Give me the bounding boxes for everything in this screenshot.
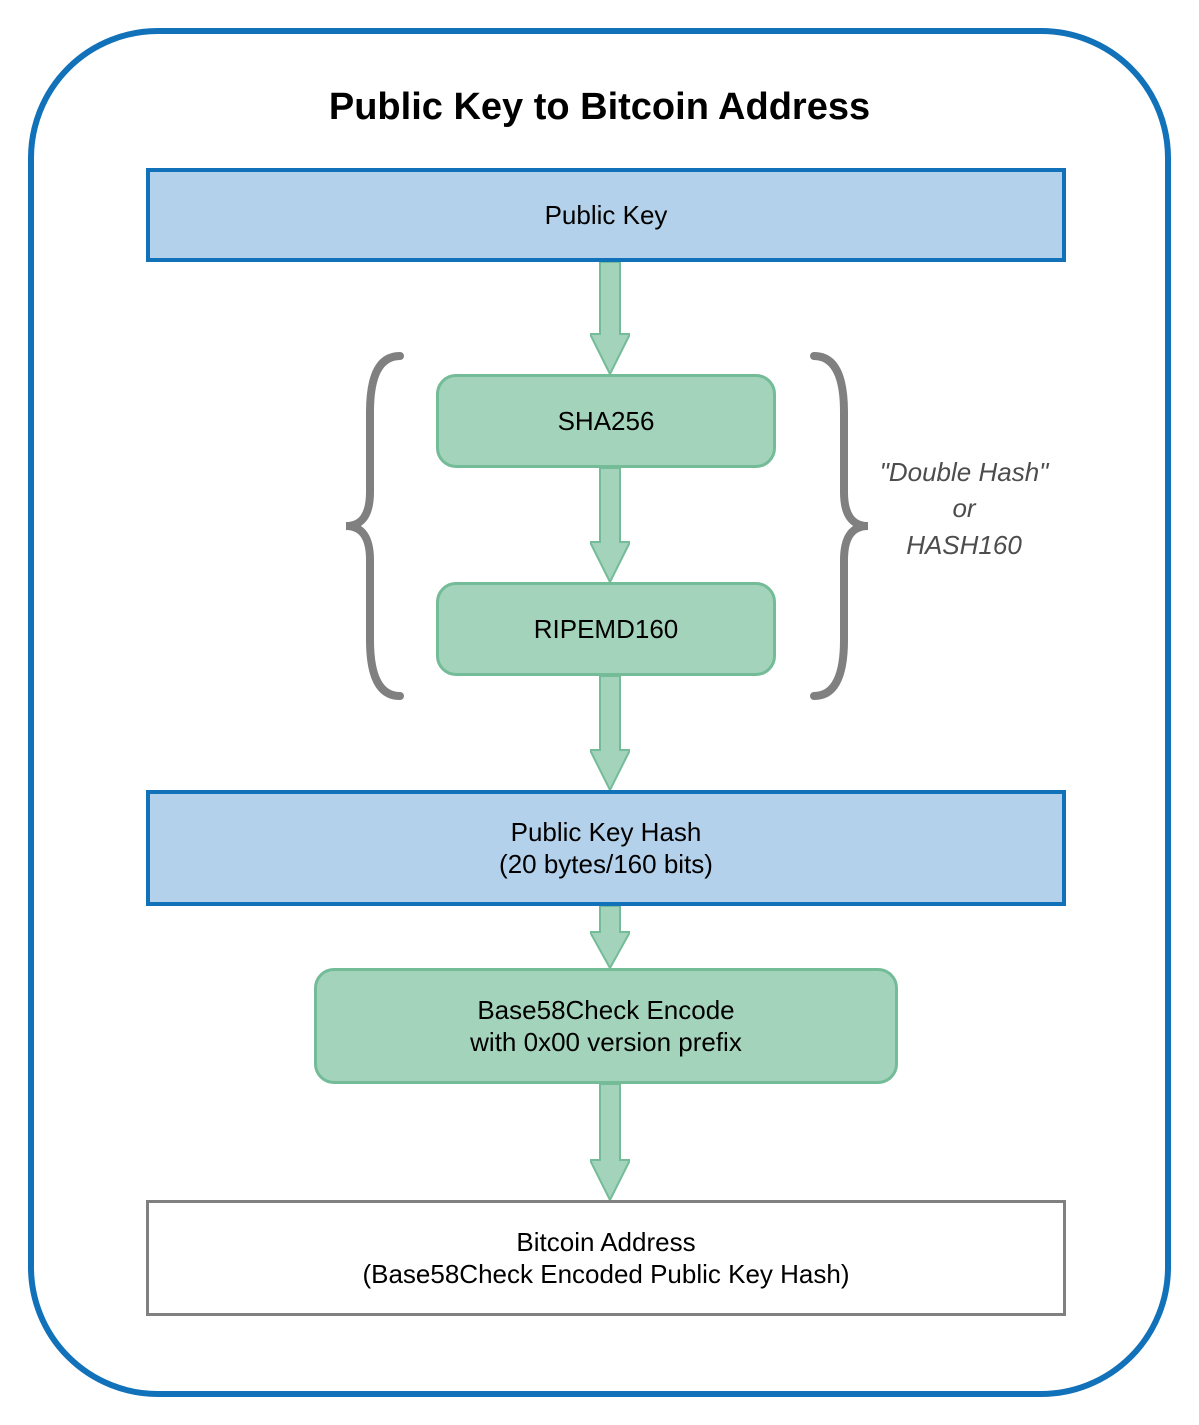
- arrow-1: [590, 262, 630, 374]
- node-sha256: SHA256: [436, 374, 776, 468]
- diagram-title: Public Key to Bitcoin Address: [34, 86, 1165, 129]
- annotation-double-hash: "Double Hash" or HASH160: [864, 454, 1064, 563]
- arrow-3: [590, 676, 630, 790]
- node-base58check: Base58Check Encode with 0x00 version pre…: [314, 968, 898, 1084]
- node-public-key: Public Key: [146, 168, 1066, 262]
- annotation-line: or: [864, 490, 1064, 526]
- node-label: SHA256: [558, 405, 655, 438]
- node-public-key-hash: Public Key Hash (20 bytes/160 bits): [146, 790, 1066, 906]
- annotation-line: HASH160: [864, 527, 1064, 563]
- node-label: Public Key: [545, 199, 668, 232]
- diagram-frame: Public Key to Bitcoin Address Public Key…: [28, 28, 1171, 1397]
- arrow-2: [590, 468, 630, 582]
- annotation-line: "Double Hash": [864, 454, 1064, 490]
- node-bitcoin-address: Bitcoin Address (Base58Check Encoded Pub…: [146, 1200, 1066, 1316]
- node-label: Public Key Hash: [511, 816, 702, 849]
- node-ripemd160: RIPEMD160: [436, 582, 776, 676]
- node-sublabel: (Base58Check Encoded Public Key Hash): [362, 1258, 849, 1291]
- node-label: Base58Check Encode: [477, 994, 734, 1027]
- node-sublabel: with 0x00 version prefix: [470, 1026, 742, 1059]
- arrow-4: [590, 906, 630, 968]
- node-sublabel: (20 bytes/160 bits): [499, 848, 713, 881]
- node-label: RIPEMD160: [534, 613, 679, 646]
- node-label: Bitcoin Address: [516, 1226, 695, 1259]
- brace-left: [340, 352, 410, 700]
- arrow-5: [590, 1084, 630, 1200]
